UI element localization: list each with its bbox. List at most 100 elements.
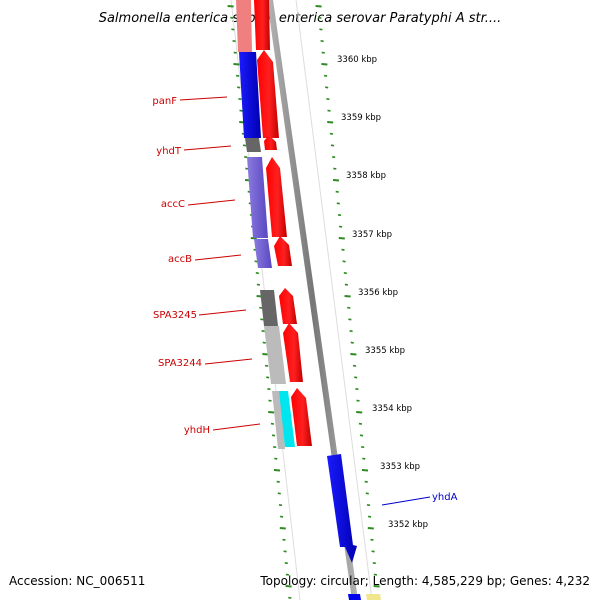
gene-arrow-SPA3244: [283, 323, 303, 382]
tick-mark: [370, 538, 374, 541]
tick-mark: [264, 364, 269, 367]
tick-mark: [356, 399, 360, 402]
tick-mark: [338, 237, 345, 240]
tick-mark: [359, 434, 364, 437]
tick-mark: [332, 156, 336, 159]
scale-labels: 3360 kbp 3359 kbp 3358 kbp 3357 kbp 3356…: [337, 55, 428, 530]
tick-mark: [232, 40, 236, 43]
tick-mark: [347, 306, 351, 309]
cog-track: [236, 0, 295, 449]
tick-mark: [267, 388, 271, 391]
tick-mark: [349, 330, 353, 333]
tick-mark: [336, 202, 340, 205]
leader-line-panF: [179, 96, 228, 101]
tick-mark: [327, 109, 331, 112]
cog-block-purple-1: [247, 157, 268, 238]
tick-mark: [285, 573, 290, 576]
cog-block-cyan: [279, 391, 295, 447]
leader-line-accC: [187, 199, 236, 206]
gene-arrow-SPA3245: [279, 288, 297, 324]
tick-mark: [278, 504, 283, 507]
scale-label: 3357 kbp: [352, 230, 392, 240]
tick-mark: [367, 515, 372, 518]
tick-mark: [259, 306, 263, 309]
tick-mark: [262, 341, 266, 344]
tick-mark: [373, 585, 380, 588]
gene-label-SPA3245: SPA3245: [153, 310, 197, 321]
tick-mark: [356, 411, 363, 414]
tick-mark: [358, 422, 363, 425]
tick-mark: [242, 144, 247, 147]
tick-mark: [355, 388, 359, 391]
cog-block-gray-dark: [260, 290, 278, 326]
tick-mark: [256, 283, 261, 286]
tick-mark: [237, 86, 241, 89]
tick-mark: [282, 538, 286, 541]
cog-block-gray-light: [264, 326, 286, 384]
map-title: Salmonella enterica subsp. enterica sero…: [99, 11, 502, 26]
tick-mark: [260, 318, 264, 321]
tick-mark: [348, 318, 352, 321]
cog-block-purple-2: [254, 239, 272, 268]
scale-label: 3354 kbp: [372, 404, 412, 414]
tick-mark: [327, 121, 334, 124]
tick-mark: [323, 74, 328, 77]
tick-mark: [343, 272, 347, 275]
gene-label-accC: accC: [161, 199, 185, 210]
scale-label: 3358 kbp: [346, 171, 386, 181]
tick-mark: [233, 51, 237, 54]
tick-mark: [329, 132, 334, 135]
tick-mark: [255, 272, 259, 275]
gene-arrow-yhdH: [291, 388, 312, 446]
tick-mark: [335, 190, 339, 193]
gene-label-yhdT: yhdT: [156, 146, 182, 157]
scale-label: 3355 kbp: [365, 346, 405, 356]
tick-mark: [341, 248, 345, 251]
gene-arrow-yhdT: [264, 135, 277, 150]
tick-mark: [344, 295, 351, 298]
leader-line-yhdA: [381, 496, 431, 506]
scale-label: 3360 kbp: [337, 55, 377, 65]
gene-label-panF: panF: [152, 96, 177, 107]
tick-mark: [371, 550, 375, 553]
tick-mark: [268, 399, 272, 402]
tick-mark: [350, 353, 357, 356]
gene-arrow-bottom-blue: [348, 594, 361, 600]
tick-mark: [273, 469, 281, 472]
tick-mark: [285, 585, 292, 588]
gene-arrow-yhdA: [327, 454, 357, 563]
gene-label-accB: accB: [168, 254, 192, 265]
cog-block-gray: [245, 138, 261, 152]
cog-block-blue: [239, 52, 261, 138]
tick-mark: [235, 74, 240, 77]
tick-mark: [239, 109, 243, 112]
tick-mark: [362, 457, 366, 460]
tick-mark: [330, 144, 335, 147]
scale-label: 3359 kbp: [341, 113, 381, 123]
gene-label-yhdH: yhdH: [184, 425, 210, 436]
tick-mark: [337, 214, 342, 217]
tick-mark: [274, 457, 278, 460]
tick-mark: [273, 446, 277, 449]
tick-mark: [326, 98, 330, 101]
tick-mark: [250, 237, 257, 240]
gene-arrow-top: [254, 0, 270, 50]
tick-mark: [364, 480, 368, 483]
tick-mark: [268, 411, 275, 414]
tick-mark: [320, 40, 324, 43]
tick-mark: [279, 527, 286, 530]
tick-mark: [319, 28, 323, 31]
cog-block-pink: [236, 0, 252, 52]
tick-mark: [271, 434, 276, 437]
leader-line-yhdT: [183, 145, 232, 151]
tick-mark: [350, 341, 354, 344]
tick-mark: [354, 376, 358, 379]
label-leaders: [179, 96, 431, 506]
tick-mark: [338, 225, 343, 228]
gene-arrow-accC: [266, 157, 287, 237]
tick-mark: [245, 167, 249, 170]
tick-mark: [238, 98, 242, 101]
forward-strand-track: [254, 0, 312, 446]
tick-mark: [288, 596, 292, 599]
gene-label-yhdA: yhdA: [432, 492, 458, 503]
